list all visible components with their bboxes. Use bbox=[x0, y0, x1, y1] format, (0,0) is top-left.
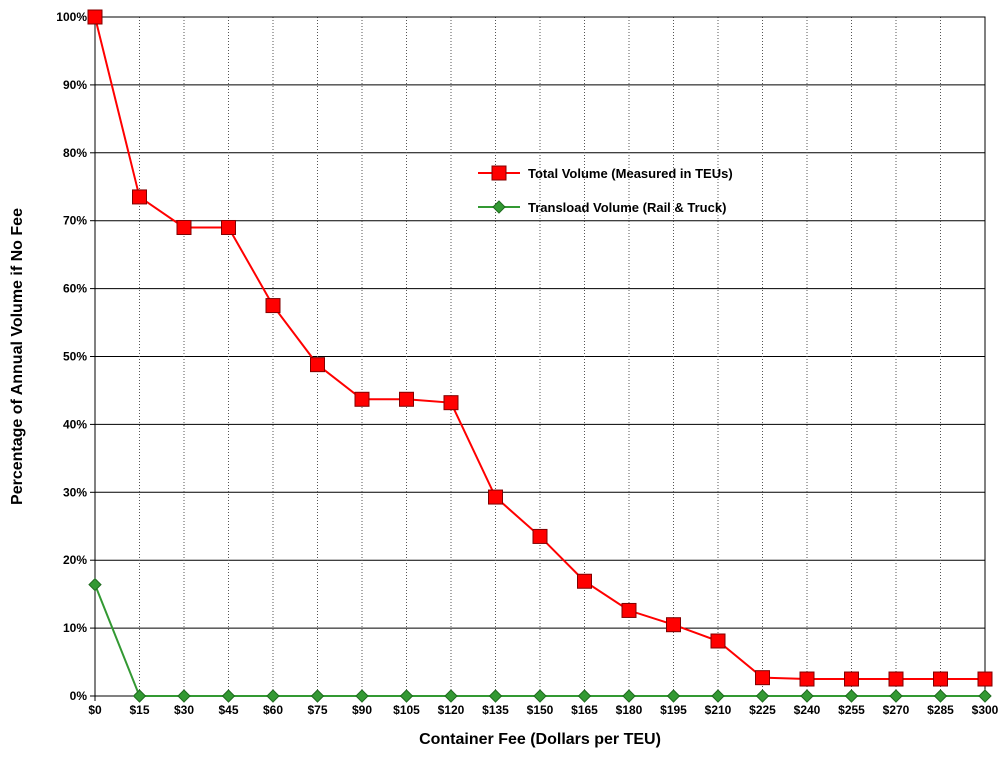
data-point-square bbox=[621, 602, 637, 618]
x-tick-label: $90 bbox=[352, 703, 372, 717]
data-point-diamond bbox=[266, 689, 280, 703]
x-tick-label: $285 bbox=[927, 703, 954, 717]
data-point-diamond bbox=[978, 689, 992, 703]
y-tick-label: 0% bbox=[70, 689, 88, 703]
data-point-square bbox=[666, 617, 681, 633]
data-point-square bbox=[755, 670, 770, 686]
data-point-diamond bbox=[177, 689, 191, 703]
y-tick-label: 10% bbox=[63, 621, 87, 635]
data-point-square bbox=[443, 395, 459, 411]
series-transload-volume bbox=[88, 577, 992, 703]
data-point-square bbox=[532, 528, 548, 544]
x-tick-label: $60 bbox=[263, 703, 283, 717]
y-tick-label: 80% bbox=[63, 146, 87, 160]
x-tick-label: $150 bbox=[527, 703, 554, 717]
x-tick-label: $225 bbox=[749, 703, 776, 717]
x-tick-label: $210 bbox=[705, 703, 732, 717]
data-point-diamond bbox=[800, 689, 814, 703]
data-point-square bbox=[132, 189, 147, 205]
chart-grid bbox=[95, 17, 985, 696]
x-tick-label: $30 bbox=[174, 703, 194, 717]
data-point-square bbox=[977, 671, 993, 687]
x-tick-label: $180 bbox=[616, 703, 643, 717]
data-point-diamond bbox=[889, 689, 903, 703]
y-tick-label: 90% bbox=[63, 78, 87, 92]
data-point-square bbox=[933, 671, 948, 687]
legend-marker-square bbox=[491, 165, 507, 181]
data-point-diamond bbox=[533, 689, 547, 703]
legend: Total Volume (Measured in TEUs) Transloa… bbox=[478, 165, 733, 215]
x-tick-label: $45 bbox=[218, 703, 238, 717]
y-tick-label: 100% bbox=[56, 10, 87, 24]
series-total-volume bbox=[87, 9, 993, 687]
legend-item-total-volume: Total Volume (Measured in TEUs) bbox=[478, 165, 733, 181]
x-tick-label: $165 bbox=[571, 703, 598, 717]
data-point-square bbox=[888, 671, 904, 687]
data-point-square bbox=[221, 219, 236, 235]
y-axis-ticks: 0% 10% 20% 30% 40% 50% 60% 70% 80% 90% 100% bbox=[56, 10, 95, 703]
data-point-diamond bbox=[844, 689, 859, 703]
data-point-diamond bbox=[310, 689, 325, 703]
x-tick-label: $270 bbox=[883, 703, 910, 717]
data-point-square bbox=[577, 573, 592, 589]
x-axis-title: Container Fee (Dollars per TEU) bbox=[419, 731, 661, 748]
series-layer bbox=[87, 9, 993, 703]
x-tick-label: $240 bbox=[794, 703, 821, 717]
data-point-square bbox=[354, 391, 370, 407]
x-tick-label: $15 bbox=[129, 703, 149, 717]
x-axis-ticks: $0 $15 $30 $45 $60 $75 $90 $105 $120 $135 $150 $165… bbox=[88, 696, 999, 717]
x-tick-label: $0 bbox=[88, 703, 102, 717]
x-tick-label: $135 bbox=[482, 703, 509, 717]
legend-label-transload-volume: Transload Volume (Rail & Truck) bbox=[528, 200, 726, 215]
data-point-diamond bbox=[132, 689, 147, 703]
data-point-diamond bbox=[488, 689, 503, 703]
data-point-square bbox=[87, 9, 103, 25]
y-tick-label: 50% bbox=[63, 350, 87, 364]
data-point-diamond bbox=[711, 689, 725, 703]
data-point-diamond bbox=[577, 689, 592, 703]
data-point-square bbox=[399, 391, 414, 407]
legend-label-total-volume: Total Volume (Measured in TEUs) bbox=[528, 166, 733, 181]
legend-item-transload-volume: Transload Volume (Rail & Truck) bbox=[478, 200, 726, 215]
x-tick-label: $255 bbox=[838, 703, 865, 717]
data-point-diamond bbox=[444, 689, 458, 703]
data-point-square bbox=[844, 671, 859, 687]
data-point-diamond bbox=[221, 689, 236, 703]
x-tick-label: $300 bbox=[972, 703, 999, 717]
data-point-diamond bbox=[88, 577, 102, 592]
x-tick-label: $120 bbox=[438, 703, 465, 717]
y-tick-label: 20% bbox=[63, 553, 87, 567]
y-tick-label: 30% bbox=[63, 485, 87, 499]
data-point-diamond bbox=[666, 689, 681, 703]
data-point-square bbox=[265, 298, 281, 314]
data-point-diamond bbox=[933, 689, 948, 703]
y-axis-title: Percentage of Annual Volume if No Fee bbox=[9, 208, 26, 505]
data-point-square bbox=[310, 357, 325, 373]
x-tick-label: $75 bbox=[307, 703, 327, 717]
data-point-diamond bbox=[355, 689, 369, 703]
x-tick-label: $105 bbox=[393, 703, 420, 717]
y-tick-label: 70% bbox=[63, 214, 87, 228]
data-point-square bbox=[176, 219, 192, 235]
data-point-diamond bbox=[399, 689, 414, 703]
y-tick-label: 60% bbox=[63, 282, 87, 296]
data-point-square bbox=[799, 671, 815, 687]
data-point-square bbox=[488, 489, 503, 505]
data-point-square bbox=[710, 633, 726, 649]
x-tick-label: $195 bbox=[660, 703, 687, 717]
data-point-diamond bbox=[755, 689, 770, 703]
data-point-diamond bbox=[622, 689, 636, 703]
y-tick-label: 40% bbox=[63, 417, 87, 431]
legend-marker-diamond bbox=[492, 200, 506, 214]
